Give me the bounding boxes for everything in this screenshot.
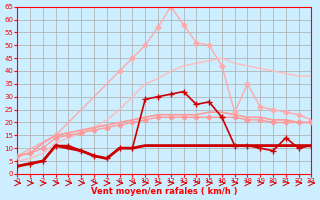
X-axis label: Vent moyen/en rafales ( km/h ): Vent moyen/en rafales ( km/h ) <box>91 187 238 196</box>
